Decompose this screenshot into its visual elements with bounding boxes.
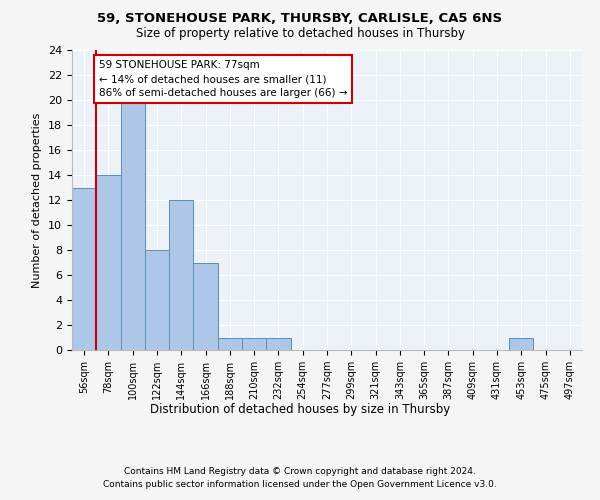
Text: Distribution of detached houses by size in Thursby: Distribution of detached houses by size … — [150, 402, 450, 415]
Text: Contains HM Land Registry data © Crown copyright and database right 2024.: Contains HM Land Registry data © Crown c… — [124, 468, 476, 476]
Text: Size of property relative to detached houses in Thursby: Size of property relative to detached ho… — [136, 28, 464, 40]
Text: 59, STONEHOUSE PARK, THURSBY, CARLISLE, CA5 6NS: 59, STONEHOUSE PARK, THURSBY, CARLISLE, … — [97, 12, 503, 26]
Bar — [96, 175, 121, 350]
Bar — [242, 338, 266, 350]
Text: Contains public sector information licensed under the Open Government Licence v3: Contains public sector information licen… — [103, 480, 497, 489]
Bar — [145, 250, 169, 350]
Bar — [72, 188, 96, 350]
Y-axis label: Number of detached properties: Number of detached properties — [32, 112, 43, 288]
Bar — [509, 338, 533, 350]
Bar — [218, 338, 242, 350]
Bar — [121, 100, 145, 350]
Text: 59 STONEHOUSE PARK: 77sqm
← 14% of detached houses are smaller (11)
86% of semi-: 59 STONEHOUSE PARK: 77sqm ← 14% of detac… — [99, 60, 347, 98]
Bar — [169, 200, 193, 350]
Bar — [193, 262, 218, 350]
Bar — [266, 338, 290, 350]
